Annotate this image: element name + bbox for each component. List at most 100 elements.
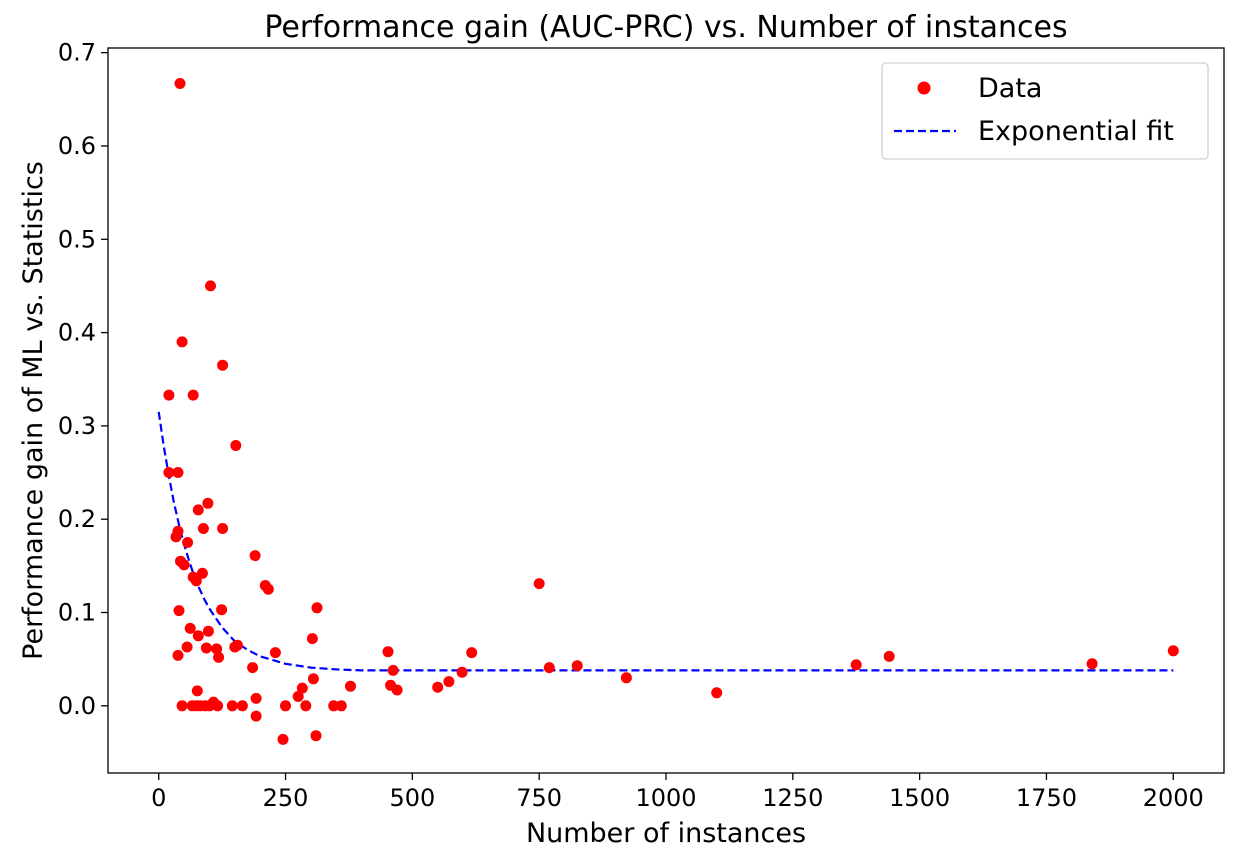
data-point — [213, 651, 225, 663]
x-tick-label: 1250 — [762, 784, 823, 812]
data-point — [190, 575, 202, 587]
series-points-data — [163, 78, 1179, 745]
data-point — [172, 467, 184, 478]
plot-content — [157, 78, 1179, 745]
data-point — [335, 700, 347, 712]
data-point — [269, 647, 281, 659]
data-point — [211, 643, 223, 655]
data-point — [328, 700, 340, 712]
plot-frame — [107, 47, 1225, 774]
data-point — [212, 700, 224, 712]
x-tick-label: 1500 — [889, 784, 950, 812]
data-point — [345, 680, 356, 692]
data-point — [391, 684, 403, 696]
data-point — [250, 692, 262, 704]
data-point — [571, 660, 583, 672]
series-line-exponential-fit — [157, 411, 1174, 672]
data-point — [176, 700, 188, 712]
data-point — [306, 633, 318, 645]
x-tick-label: 250 — [263, 784, 309, 812]
data-point — [277, 733, 289, 745]
data-point — [217, 359, 229, 371]
data-point — [200, 642, 212, 654]
x-tick-label: 1750 — [1016, 784, 1077, 812]
data-point — [292, 691, 304, 702]
data-point — [250, 710, 262, 722]
legend-label-exponential-fit: Exponential fit — [978, 116, 1174, 147]
data-point — [184, 622, 196, 634]
data-point — [204, 700, 215, 712]
data-point — [197, 523, 209, 534]
data-point — [181, 641, 193, 653]
data-point — [543, 662, 555, 674]
y-tick-label: 0.0 — [58, 692, 96, 720]
legend-marker-data — [917, 81, 931, 95]
x-tick-label: 500 — [389, 784, 435, 812]
data-point — [173, 605, 185, 617]
tick-group: 0 250 500 750 1000 1250 1500 1750 2000 0.0 0.1 0.2 0… — [58, 39, 1204, 812]
data-point — [172, 649, 184, 661]
data-point — [711, 687, 723, 699]
data-point — [620, 672, 632, 684]
y-tick-label: 0.5 — [58, 225, 96, 253]
y-axis-title: Performance gain of ML vs. Statistics — [18, 161, 49, 660]
data-point — [163, 389, 175, 401]
data-point — [382, 646, 394, 658]
data-point — [1086, 658, 1098, 670]
data-point — [170, 531, 182, 543]
x-tick-label: 2000 — [1143, 784, 1204, 812]
legend: Data Exponential fit — [881, 62, 1209, 160]
data-point — [196, 567, 208, 579]
legend-box — [881, 62, 1209, 160]
data-point — [230, 440, 242, 451]
data-point — [432, 681, 444, 693]
chart-title: Performance gain (AUC-PRC) vs. Number of… — [264, 10, 1067, 45]
data-point — [217, 523, 229, 534]
data-point — [192, 630, 204, 642]
data-point — [850, 659, 862, 671]
data-point — [262, 583, 274, 595]
data-point — [202, 625, 214, 637]
data-point — [466, 647, 478, 659]
x-tick-label: 0 — [151, 784, 166, 812]
data-point — [229, 641, 241, 653]
y-tick-label: 0.4 — [58, 319, 96, 347]
data-point — [192, 504, 204, 516]
x-tick-label: 1000 — [635, 784, 696, 812]
data-point — [174, 78, 186, 89]
data-point — [300, 700, 312, 712]
legend-label-data: Data — [978, 73, 1042, 104]
data-point — [883, 650, 895, 662]
data-point — [236, 700, 248, 712]
y-tick-label: 0.7 — [58, 39, 96, 67]
x-axis-title: Number of instances — [526, 818, 806, 849]
data-point — [456, 666, 468, 678]
y-tick-label: 0.3 — [58, 412, 96, 440]
data-point — [205, 280, 216, 292]
data-point — [247, 662, 259, 674]
data-point — [191, 685, 203, 697]
y-tick-label: 0.2 — [58, 505, 96, 533]
data-point — [443, 676, 455, 688]
y-tick-label: 0.6 — [58, 132, 96, 160]
data-point — [202, 497, 214, 509]
data-point — [280, 700, 291, 712]
data-point — [1167, 645, 1179, 657]
x-tick-label: 750 — [516, 784, 562, 812]
data-point — [226, 700, 238, 712]
data-point — [310, 730, 322, 742]
data-point — [163, 467, 175, 478]
data-point — [178, 559, 190, 571]
y-tick-label: 0.1 — [58, 599, 96, 627]
data-point — [387, 664, 399, 676]
data-point — [187, 389, 199, 401]
data-point — [311, 602, 323, 614]
data-point — [296, 682, 308, 694]
data-point — [249, 550, 261, 562]
data-point — [182, 537, 194, 548]
data-point — [533, 578, 545, 590]
data-point — [216, 604, 228, 616]
data-point — [307, 673, 319, 685]
data-point — [176, 336, 188, 348]
